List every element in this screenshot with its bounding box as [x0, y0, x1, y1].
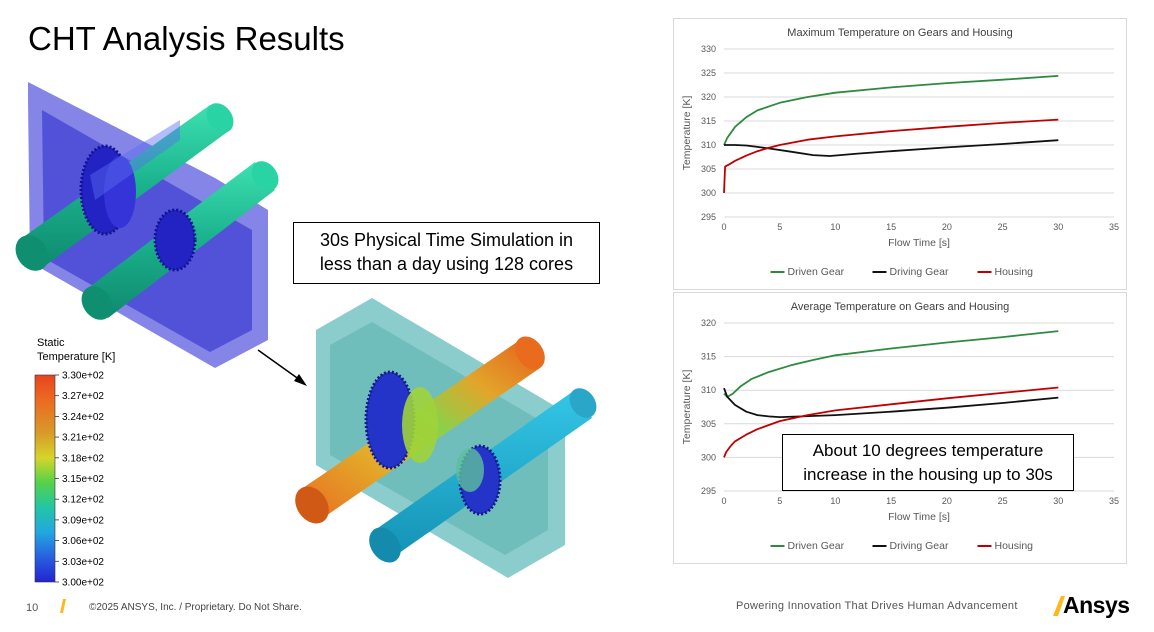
temperature-legend: Static Temperature [K]	[37, 336, 115, 364]
x-tick-label: 5	[777, 222, 782, 232]
y-tick-label: 320	[701, 318, 716, 328]
simulation-callout-line1: 30s Physical Time Simulation in	[319, 230, 574, 250]
copyright-text: ©2025 ANSYS, Inc. / Proprietary. Do Not …	[89, 602, 302, 613]
x-tick-label: 10	[830, 222, 840, 232]
temperature-colorbar: 3.30e+02 3.27e+02 3.24e+02 3.21e+02 3.18e+02…	[34, 371, 104, 589]
y-axis-label: Temperature [K]	[681, 370, 693, 445]
slash-icon	[60, 599, 66, 613]
colorbar-label: 3.12e+02	[62, 495, 104, 506]
chart-title: Maximum Temperature on Gears and Housing	[787, 27, 1012, 39]
x-tick-label: 5	[777, 496, 782, 506]
y-tick-label: 310	[701, 140, 716, 150]
x-tick-label: 30	[1053, 496, 1063, 506]
legend-title-line1: Static	[37, 337, 65, 349]
colorbar-label: 3.03e+02	[62, 557, 104, 568]
y-tick-label: 295	[701, 486, 716, 496]
simulation-callout-line2: less than a day using 128 cores	[319, 254, 574, 274]
x-tick-label: 20	[942, 222, 952, 232]
series-line-driving-gear	[724, 139, 1059, 157]
avg-temperature-chart: Average Temperature on Gears and Housing…	[673, 292, 1127, 564]
legend-entry: Driving Gear	[890, 266, 949, 278]
x-axis-label: Flow Time [s]	[888, 511, 950, 523]
colorbar-label: 3.18e+02	[62, 453, 104, 464]
y-tick-label: 295	[701, 212, 716, 222]
x-tick-label: 15	[886, 496, 896, 506]
colorbar-label: 3.00e+02	[62, 578, 104, 589]
colorbar-gradient	[34, 374, 56, 583]
legend-entry: Driving Gear	[890, 540, 949, 552]
max-temperature-chart: Maximum Temperature on Gears and Housing…	[673, 18, 1127, 290]
colorbar-label: 3.21e+02	[62, 433, 104, 444]
simulation-callout: 30s Physical Time Simulation in less tha…	[293, 222, 600, 284]
x-tick-label: 35	[1109, 222, 1119, 232]
chart-title: Average Temperature on Gears and Housing	[791, 301, 1010, 313]
slide-title: CHT Analysis Results	[28, 20, 345, 57]
colorbar-label: 3.09e+02	[62, 515, 104, 526]
gears-cold	[79, 120, 197, 272]
legend-entry: Housing	[995, 540, 1034, 552]
housing-callout-line1: About 10 degrees temperature	[812, 441, 1044, 460]
housing-callout: About 10 degrees temperature increase in…	[782, 434, 1074, 491]
colorbar-label: 3.27e+02	[62, 391, 104, 402]
legend-entry: Housing	[995, 266, 1034, 278]
ansys-logo-icon	[1053, 596, 1065, 616]
series-line-housing	[723, 118, 1059, 194]
housing-callout-line2: increase in the housing up to 30s	[803, 465, 1053, 484]
y-tick-label: 315	[701, 116, 716, 126]
page-number: 10	[26, 602, 39, 614]
colorbar-label: 3.15e+02	[62, 474, 104, 485]
x-tick-label: 30	[1053, 222, 1063, 232]
y-tick-label: 300	[701, 188, 716, 198]
y-tick-label: 315	[701, 352, 716, 362]
x-tick-label: 0	[721, 222, 726, 232]
y-axis-label: Temperature [K]	[681, 96, 693, 171]
y-tick-label: 305	[701, 419, 716, 429]
y-tick-label: 310	[701, 385, 716, 395]
x-tick-label: 15	[886, 222, 896, 232]
x-tick-label: 0	[721, 496, 726, 506]
colorbar-label: 3.30e+02	[62, 371, 104, 382]
legend-entry: Driven Gear	[788, 540, 845, 552]
colorbar-label: 3.24e+02	[62, 412, 104, 423]
x-tick-label: 25	[998, 222, 1008, 232]
x-tick-label: 20	[942, 496, 952, 506]
colorbar-label: 3.06e+02	[62, 536, 104, 547]
y-tick-label: 305	[701, 164, 716, 174]
series-line-housing	[723, 386, 1059, 458]
gear-housing-render	[15, 82, 597, 578]
legend-entry: Driven Gear	[788, 266, 845, 278]
x-tick-label: 25	[998, 496, 1008, 506]
y-tick-label: 300	[701, 452, 716, 462]
tagline-text: Powering Innovation That Drives Human Ad…	[736, 600, 1018, 612]
y-tick-label: 325	[701, 68, 716, 78]
series-line-driven-gear	[723, 330, 1059, 398]
y-tick-label: 330	[701, 44, 716, 54]
arrow-icon	[257, 349, 307, 386]
gears-hot	[364, 370, 502, 516]
series-line-driven-gear	[723, 75, 1059, 146]
y-tick-label: 320	[701, 92, 716, 102]
ansys-logo: Ansys	[1050, 592, 1140, 620]
x-tick-label: 10	[830, 496, 840, 506]
x-axis-label: Flow Time [s]	[888, 237, 950, 249]
x-tick-label: 35	[1109, 496, 1119, 506]
ansys-logo-text: Ansys	[1063, 592, 1130, 618]
legend-title-line2: Temperature [K]	[37, 351, 116, 363]
series-line-driving-gear	[723, 387, 1059, 418]
